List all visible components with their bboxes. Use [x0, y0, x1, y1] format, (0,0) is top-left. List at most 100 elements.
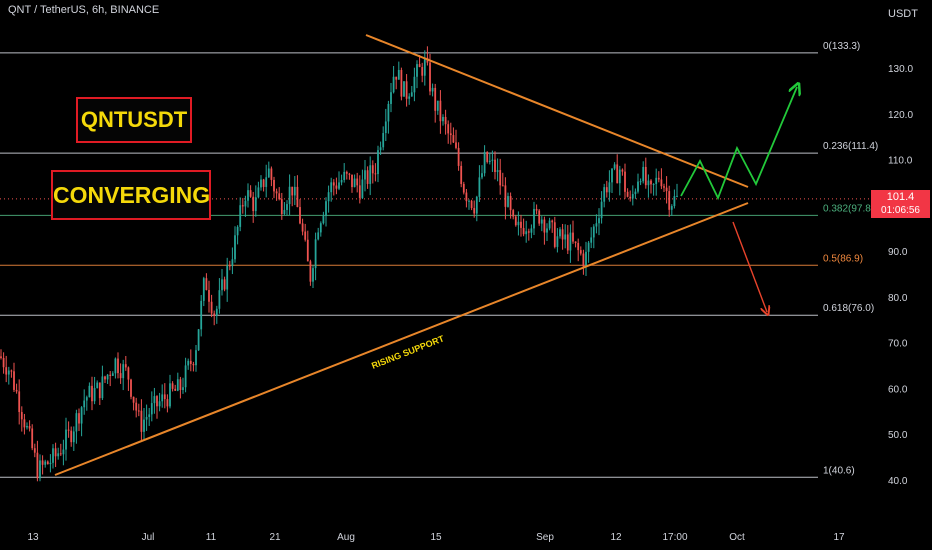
candle-body: [241, 205, 244, 207]
time-axis-tick: Sep: [536, 532, 554, 543]
candle-body: [306, 239, 309, 262]
candle-body: [7, 370, 10, 375]
candle-body: [527, 231, 530, 233]
candle-body: [98, 382, 101, 399]
bullish-projection-arrow: [680, 87, 797, 201]
candle-body: [244, 200, 247, 207]
candle-body: [327, 192, 330, 202]
candle-body: [631, 194, 634, 199]
price-axis-tick: 80.0: [888, 293, 908, 304]
candle-body: [187, 360, 190, 366]
candle-body: [228, 265, 231, 267]
candle-body: [140, 410, 143, 432]
candle-body: [275, 191, 278, 194]
candle-body: [330, 182, 333, 193]
candle-body: [195, 350, 197, 366]
candle-body: [449, 133, 452, 136]
candle-body: [395, 76, 398, 80]
candle-body: [351, 174, 353, 188]
candle-body: [343, 171, 346, 181]
candle-body: [470, 200, 473, 209]
candle-body: [595, 223, 598, 227]
candle-body: [400, 69, 403, 97]
candle-body: [106, 374, 109, 380]
candle-body: [353, 178, 356, 188]
candle-body: [85, 397, 88, 401]
candle-body: [135, 402, 138, 411]
candle-body: [535, 208, 538, 211]
candle-body: [62, 449, 65, 455]
candle-body: [286, 204, 288, 210]
bearish-projection-arrow: [732, 221, 767, 312]
bar-countdown: 01:06:56: [881, 205, 920, 216]
price-axis-tick: 50.0: [888, 430, 908, 441]
candle-body: [520, 221, 522, 228]
candle-body: [226, 265, 229, 290]
candle-body: [382, 133, 385, 148]
candle-body: [291, 186, 294, 196]
candle-body: [239, 205, 242, 227]
candle-body: [377, 150, 379, 175]
fib-level-label: 0.382(97.8): [823, 203, 874, 214]
candle-body: [28, 425, 31, 429]
candle-body: [488, 160, 491, 162]
candle-body: [299, 207, 301, 224]
candle-body: [314, 239, 317, 269]
candle-body: [96, 382, 99, 389]
candle-body: [322, 216, 325, 224]
candle-body: [496, 170, 499, 173]
candle-body: [304, 231, 307, 240]
candle-body: [512, 210, 515, 217]
candle-body: [650, 180, 652, 185]
candle-body: [189, 360, 192, 364]
candle-body: [221, 279, 223, 291]
candle-body: [507, 196, 509, 207]
candle-body: [572, 232, 574, 242]
candle-body: [629, 196, 632, 199]
candle-body: [231, 259, 234, 267]
candle-body: [91, 385, 93, 402]
candle-body: [119, 373, 122, 379]
candle-body: [273, 179, 275, 192]
price-axis-tick: 130.0: [888, 64, 913, 75]
candle-body: [254, 197, 257, 212]
candle-body: [124, 364, 127, 368]
candle-body: [325, 201, 327, 217]
candle-body: [559, 229, 561, 237]
candle-body: [332, 182, 335, 186]
candle-body: [182, 387, 184, 391]
candle-body: [122, 364, 125, 379]
candle-body: [525, 231, 528, 235]
candle-body: [288, 186, 291, 205]
candle-body: [356, 178, 359, 186]
candle-body: [260, 179, 262, 188]
candle-body: [465, 192, 468, 202]
chart-header: QNT / TetherUS, 6h, BINANCE: [8, 4, 160, 16]
descending-resistance-line: [365, 34, 749, 188]
candle-body: [213, 313, 216, 316]
candle-body: [218, 290, 221, 309]
time-axis-tick: Oct: [729, 532, 745, 543]
candle-body: [582, 253, 585, 267]
candle-body: [247, 190, 249, 201]
candle-body: [501, 185, 504, 187]
candle-body: [405, 81, 408, 99]
candle-body: [296, 186, 299, 208]
candle-body: [644, 166, 647, 186]
candle-body: [384, 121, 387, 134]
candle-body: [665, 187, 668, 192]
price-axis-tick: 120.0: [888, 110, 913, 121]
last-price-tag: 101.4 01:06:56: [871, 190, 930, 218]
candle-body: [5, 367, 8, 375]
candle-body: [538, 210, 541, 224]
candle-body: [361, 179, 364, 198]
candle-body: [309, 261, 312, 282]
candle-body: [600, 201, 603, 219]
candle-body: [442, 116, 444, 122]
candle-body: [436, 100, 439, 111]
candle-body: [215, 308, 218, 316]
candle-body: [150, 403, 153, 415]
candle-body: [621, 169, 624, 172]
candle-body: [444, 116, 447, 125]
